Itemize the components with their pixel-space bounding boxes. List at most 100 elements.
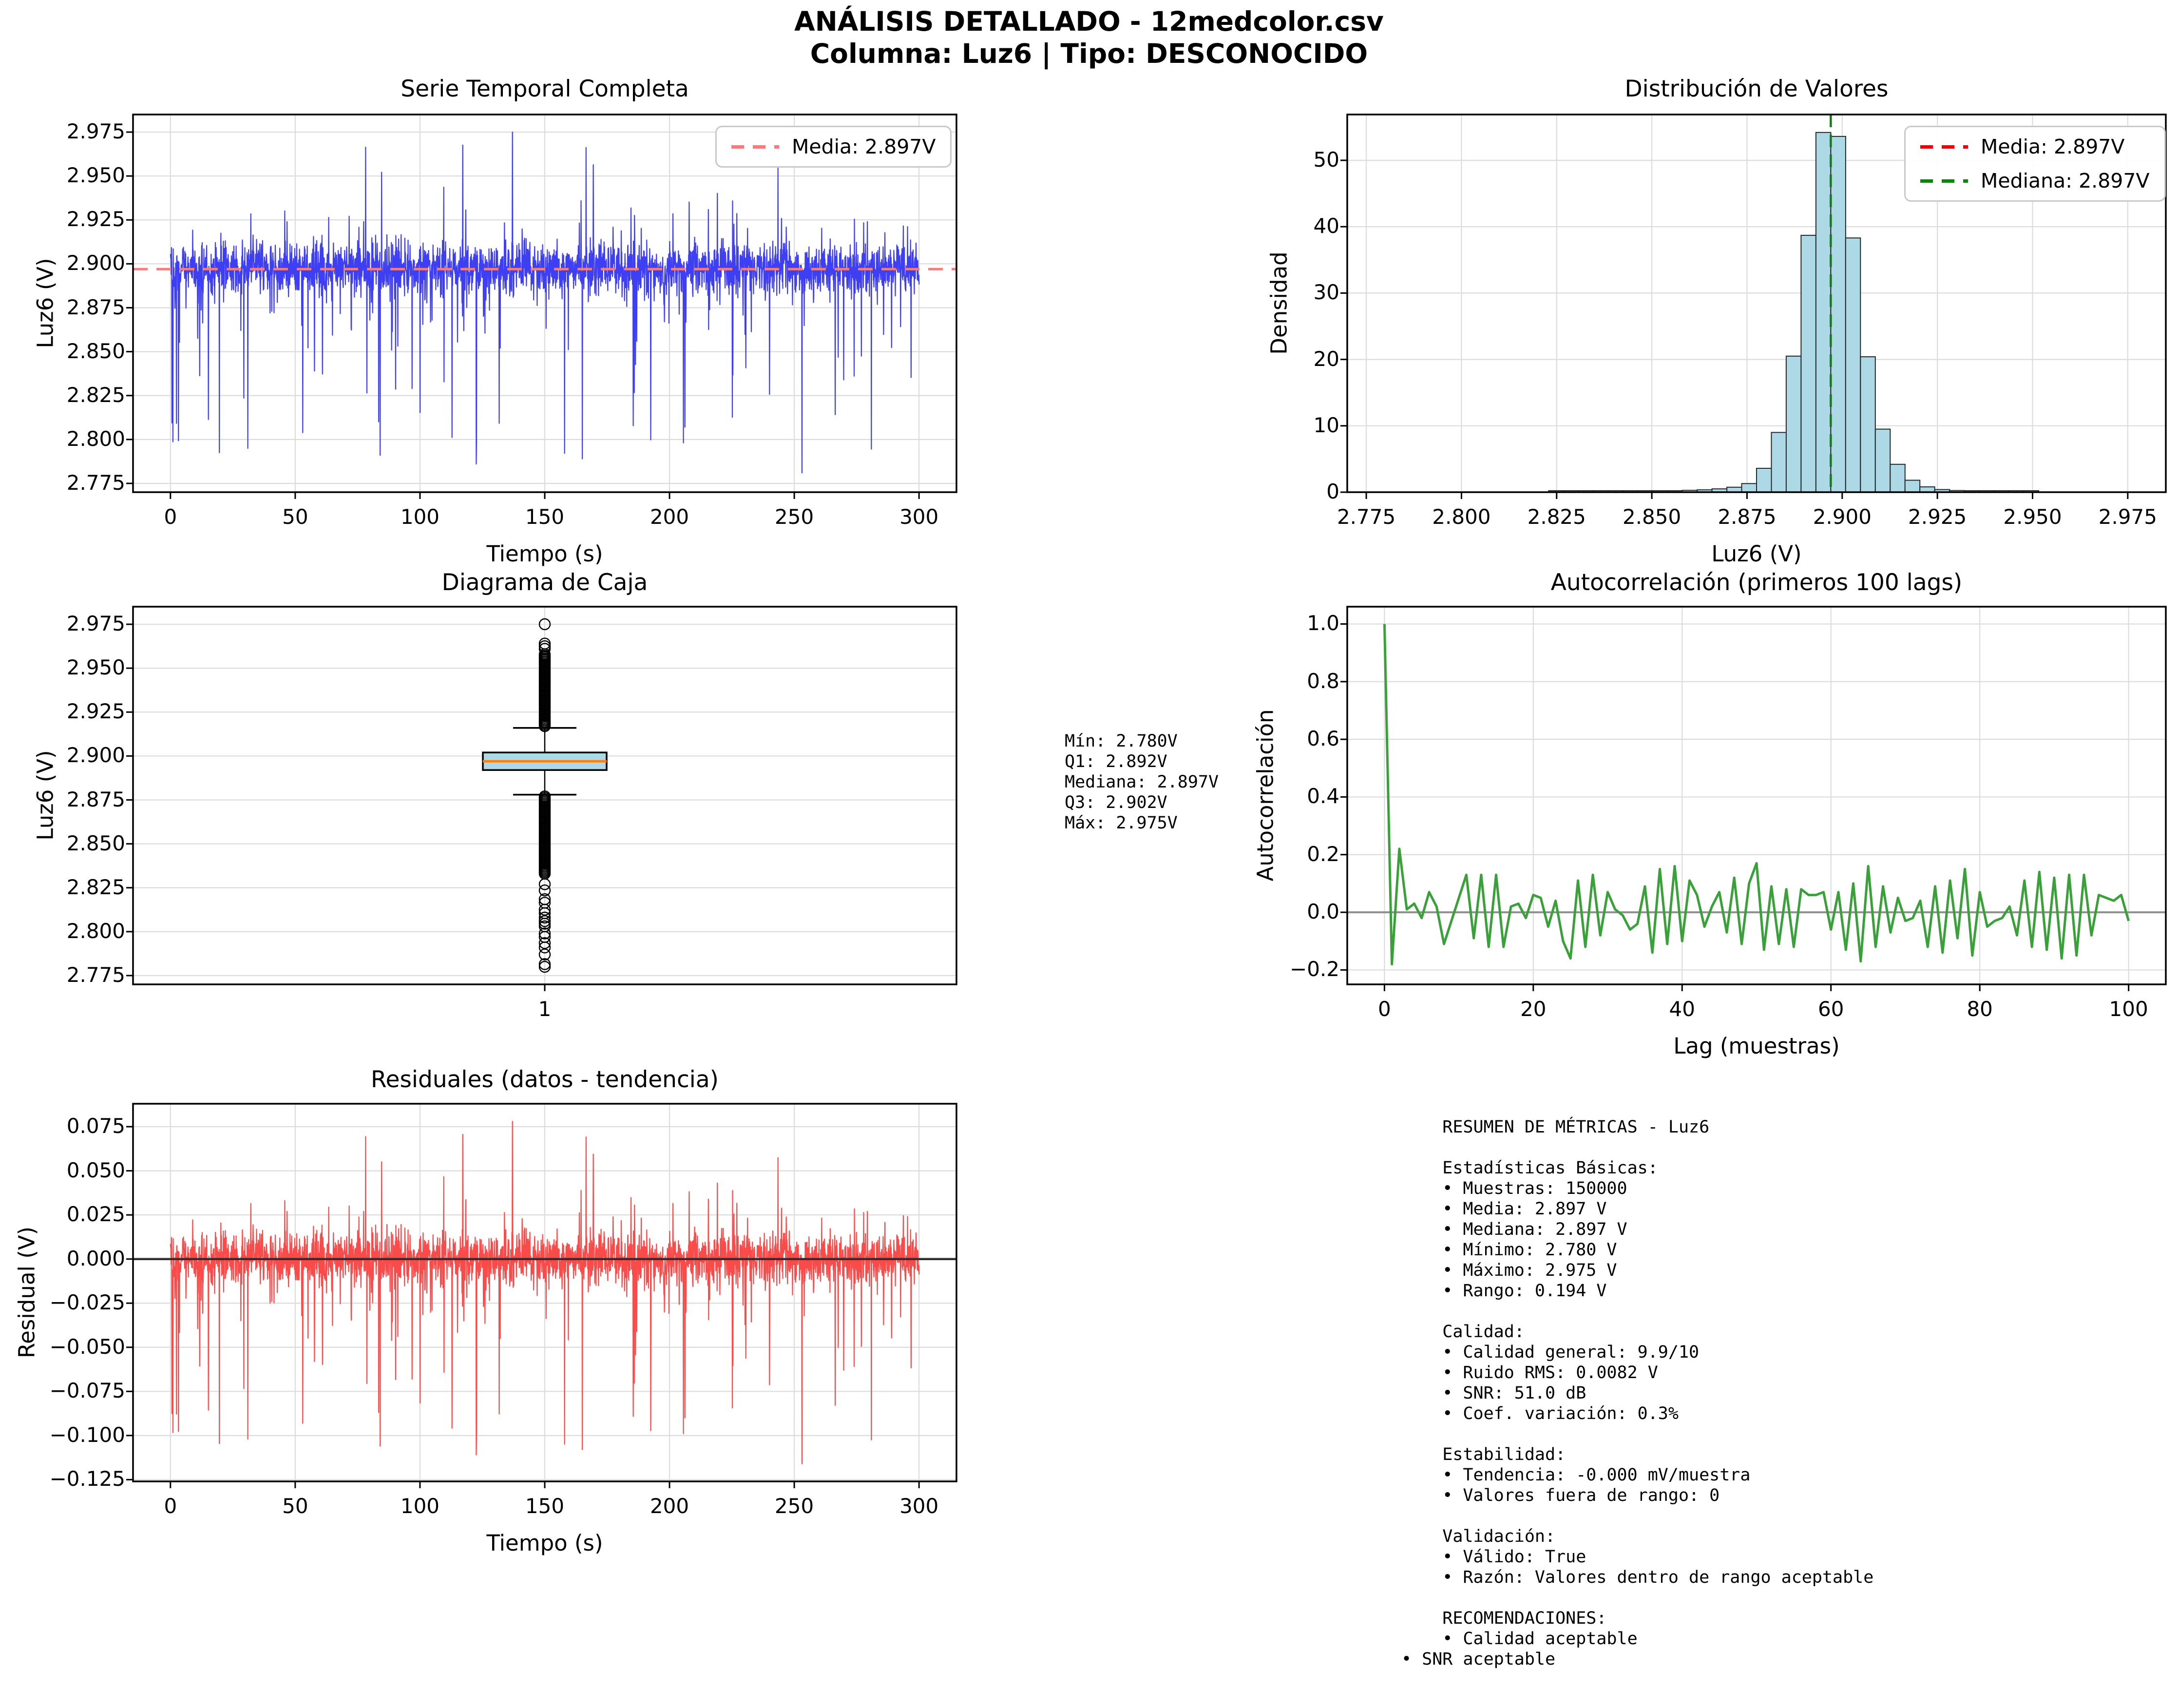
- x-tick-label: 2.900: [1813, 505, 1872, 529]
- y-tick-label: 2.950: [66, 163, 125, 188]
- y-tick-label: −0.050: [49, 1334, 125, 1359]
- x-tick-label: 2.800: [1432, 505, 1491, 529]
- chart-title-distribucion: Distribución de Valores: [1624, 76, 1889, 102]
- y-tick-label: 50: [1313, 147, 1339, 172]
- y-tick-label: 20: [1313, 346, 1339, 371]
- legend-serie-temporal: Media: 2.897V: [715, 126, 952, 168]
- y-tick-label: 2.950: [66, 655, 125, 680]
- y-tick-label: 0.050: [66, 1158, 125, 1182]
- plot-area-diagrama-caja: [126, 606, 957, 991]
- x-tick-label: 150: [525, 505, 565, 529]
- legend-entry-media: Media: 2.897V: [731, 132, 936, 161]
- y-tick-label: 1.0: [1307, 611, 1339, 635]
- plot-area-autocorrelacion: [1340, 606, 2167, 991]
- media-dash-line-icon: [1920, 145, 1968, 149]
- y-tick-label: 2.850: [66, 831, 125, 855]
- x-tick-label: 250: [775, 1494, 814, 1518]
- y-tick-label: 2.825: [66, 383, 125, 407]
- y-tick-label: 0.075: [66, 1114, 125, 1138]
- x-tick-label: 100: [400, 505, 440, 529]
- y-tick-label: 0.8: [1307, 669, 1339, 693]
- y-tick-label: 2.775: [66, 470, 125, 495]
- y-tick-label: 2.775: [66, 962, 125, 987]
- x-tick-label: 0: [1377, 997, 1391, 1021]
- figure-title-line1: ANÁLISIS DETALLADO - 12medcolor.csv: [794, 6, 1384, 37]
- y-tick-label: 2.975: [66, 119, 125, 144]
- y-tick-label: 0.6: [1307, 727, 1339, 751]
- x-tick-label: 1: [538, 997, 552, 1021]
- y-tick-label: 2.925: [66, 699, 125, 724]
- y-tick-label: 2.975: [66, 612, 125, 636]
- x-axis-label-serie-temporal: Tiempo (s): [486, 541, 603, 567]
- y-tick-label: 40: [1313, 214, 1339, 238]
- x-axis-label-autocorrelacion: Lag (muestras): [1673, 1033, 1840, 1059]
- quartile-stats-text: Mín: 2.780V Q1: 2.892V Mediana: 2.897V Q…: [1065, 731, 1219, 833]
- chart-title-autocorrelacion: Autocorrelación (primeros 100 lags): [1550, 569, 1963, 596]
- y-tick-label: 2.800: [66, 426, 125, 451]
- y-tick-label: 2.900: [66, 743, 125, 768]
- media-dash-line-icon: [731, 145, 779, 149]
- y-tick-label: 2.875: [66, 787, 125, 811]
- x-axis-label-residuales: Tiempo (s): [486, 1530, 603, 1556]
- x-tick-label: 80: [1967, 997, 1993, 1021]
- x-tick-label: 2.875: [1718, 505, 1777, 529]
- x-tick-label: 250: [775, 505, 814, 529]
- y-tick-label: 2.800: [66, 919, 125, 943]
- legend-entry-media: Media: 2.897V: [1920, 132, 2150, 161]
- y-tick-label: 2.825: [66, 875, 125, 899]
- plot-area-distribucion: [1340, 114, 2167, 499]
- x-axis-label-distribucion: Luz6 (V): [1711, 541, 1802, 567]
- x-tick-label: 2.850: [1622, 505, 1681, 529]
- y-tick-label: 0.000: [66, 1246, 125, 1270]
- x-tick-label: 200: [650, 505, 689, 529]
- y-tick-label: 0.025: [66, 1202, 125, 1227]
- y-tick-label: −0.100: [49, 1422, 125, 1447]
- y-tick-label: 2.850: [66, 339, 125, 363]
- x-tick-label: 60: [1817, 997, 1844, 1021]
- y-tick-label: 2.875: [66, 295, 125, 319]
- y-tick-label: −0.025: [49, 1290, 125, 1315]
- x-tick-label: 200: [650, 1494, 689, 1518]
- plot-area-serie-temporal: [126, 114, 957, 499]
- metrics-summary-text: RESUMEN DE MÉTRICAS - Luz6 Estadísticas …: [1401, 1117, 1874, 1669]
- x-tick-label: 100: [2109, 997, 2148, 1021]
- y-tick-label: 0.2: [1307, 842, 1339, 866]
- legend-distribucion: Media: 2.897V Mediana: 2.897V: [1904, 126, 2166, 202]
- y-tick-label: 2.900: [66, 251, 125, 275]
- y-tick-label: 30: [1313, 280, 1339, 305]
- x-tick-label: 300: [899, 1494, 939, 1518]
- x-tick-label: 50: [282, 1494, 308, 1518]
- x-tick-label: 50: [282, 505, 308, 529]
- x-tick-label: 40: [1669, 997, 1695, 1021]
- y-tick-label: 0.4: [1307, 784, 1339, 808]
- x-tick-label: 2.775: [1337, 505, 1396, 529]
- legend-label-mediana: Mediana: 2.897V: [1981, 169, 2150, 192]
- x-tick-label: 2.925: [1908, 505, 1967, 529]
- x-tick-label: 100: [400, 1494, 440, 1518]
- x-tick-label: 300: [899, 505, 939, 529]
- legend-entry-mediana: Mediana: 2.897V: [1920, 166, 2150, 195]
- y-tick-label: 10: [1313, 413, 1339, 437]
- x-tick-label: 150: [525, 1494, 565, 1518]
- y-tick-label: −0.2: [1290, 957, 1339, 981]
- chart-title-residuales: Residuales (datos - tendencia): [370, 1066, 719, 1093]
- chart-title-serie-temporal: Serie Temporal Completa: [401, 76, 689, 102]
- y-tick-label: 0.0: [1307, 900, 1339, 924]
- legend-label-media: Media: 2.897V: [1981, 135, 2125, 158]
- x-tick-label: 2.975: [2098, 505, 2157, 529]
- legend-label-media: Media: 2.897V: [792, 135, 936, 158]
- x-tick-label: 20: [1520, 997, 1547, 1021]
- mediana-dash-line-icon: [1920, 179, 1968, 183]
- plot-area-residuales: [126, 1103, 957, 1488]
- x-tick-label: 0: [164, 1494, 177, 1518]
- chart-title-diagrama-caja: Diagrama de Caja: [441, 569, 648, 596]
- y-tick-label: −0.125: [49, 1467, 125, 1491]
- y-tick-label: −0.075: [49, 1379, 125, 1403]
- x-tick-label: 2.950: [2003, 505, 2062, 529]
- y-tick-label: 0: [1326, 480, 1339, 503]
- figure-title-line2: Columna: Luz6 | Tipo: DESCONOCIDO: [810, 38, 1368, 69]
- x-tick-label: 2.825: [1527, 505, 1586, 529]
- x-tick-label: 0: [164, 505, 177, 529]
- y-tick-label: 2.925: [66, 207, 125, 231]
